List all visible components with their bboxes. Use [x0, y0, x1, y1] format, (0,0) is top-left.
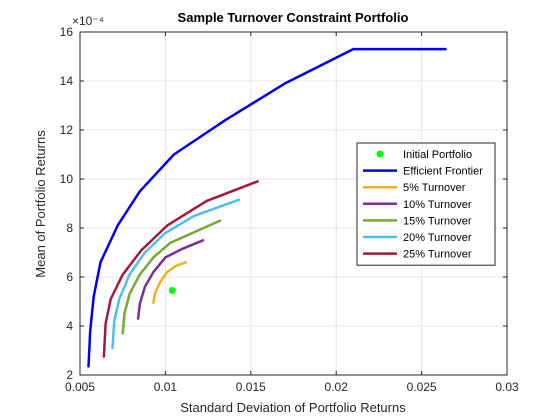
series-line-5-turnover: [152, 261, 188, 304]
series-line-15-turnover: [121, 219, 222, 335]
y-axis-label: Mean of Portfolio Returns: [33, 130, 48, 278]
legend: Initial Portfolio Efficient Frontier 5% Tu…: [356, 142, 496, 266]
y-tick-label: 14: [60, 74, 74, 88]
y-tick-label: 6: [66, 270, 73, 284]
x-axis-ticks: 0.005 0.01 0.015 0.02 0.025 0.03: [65, 32, 519, 394]
legend-marker: [376, 150, 384, 158]
y-tick-label: 16: [60, 25, 74, 39]
series-group: [87, 47, 447, 368]
legend-label: Efficient Frontier: [403, 166, 483, 178]
y-tick-label: 8: [66, 221, 73, 235]
legend-label: Initial Portfolio: [403, 149, 472, 161]
legend-label: 10% Turnover: [403, 199, 472, 211]
x-tick-label: 0.03: [495, 380, 519, 394]
series-line-10-turnover: [136, 239, 205, 320]
y-tick-label: 4: [66, 319, 73, 333]
legend-label: 15% Turnover: [403, 215, 472, 227]
x-tick-label: 0.02: [325, 380, 349, 394]
x-tick-label: 0.025: [407, 380, 437, 394]
y-axis-ticks: 2 4 6 8 10 12 14 16: [60, 25, 507, 382]
chart-title: Sample Turnover Constraint Portfolio: [178, 10, 409, 25]
legend-label: 20% Turnover: [403, 232, 472, 244]
series-line-20-turnover: [111, 198, 241, 350]
y-tick-label: 12: [60, 123, 74, 137]
series-line-25-turnover: [102, 180, 259, 358]
x-tick-label: 0.005: [65, 380, 95, 394]
x-tick-label: 0.01: [154, 380, 178, 394]
initial-portfolio-point: [168, 286, 176, 294]
y-tick-label: 2: [66, 368, 73, 382]
y-axis-exponent: ×10⁻⁴: [72, 14, 104, 28]
y-tick-label: 10: [60, 172, 74, 186]
legend-label: 5% Turnover: [403, 182, 466, 194]
legend-label: 25% Turnover: [403, 249, 472, 261]
x-tick-label: 0.015: [236, 380, 266, 394]
plot-area-frame: [79, 31, 508, 376]
series-line-efficient-frontier: [87, 47, 447, 368]
x-axis-label: Standard Deviation of Portfolio Returns: [180, 400, 406, 415]
